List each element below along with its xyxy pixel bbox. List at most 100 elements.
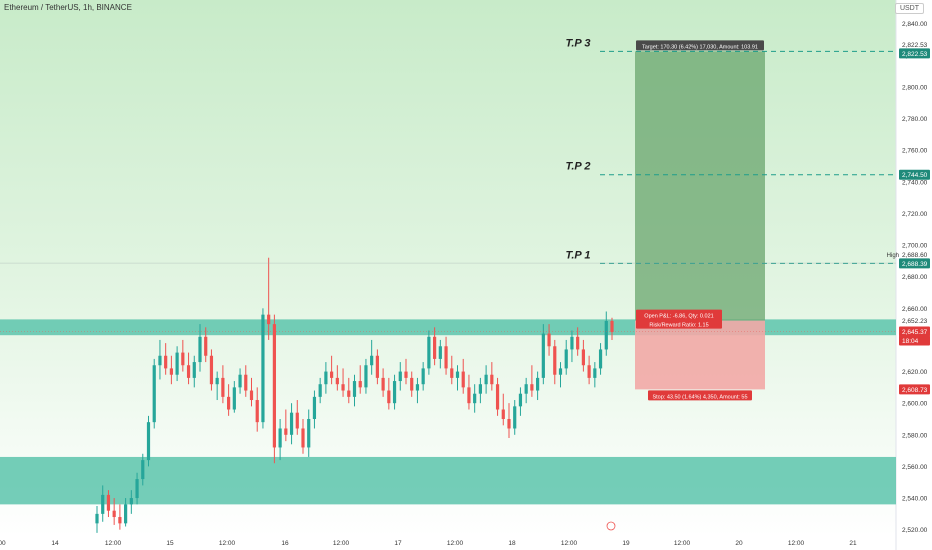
stop-label-group: Stop: 43.50 (1.64%) 4,350, Amount: 55 — [648, 390, 752, 401]
candle-body — [370, 355, 374, 366]
candle-body — [141, 460, 145, 480]
price-tag-bg — [899, 169, 930, 180]
price-tag-label: 2,645.37 — [902, 329, 928, 336]
x-tick-label: 12:00 — [561, 540, 578, 547]
price-tag-group: 2,688.39 — [899, 258, 930, 269]
candle-body — [518, 393, 523, 407]
y-tick-label: 2,560.00 — [902, 464, 928, 471]
target-label-bg — [636, 40, 764, 51]
candle-body — [564, 349, 568, 369]
candle-body — [433, 336, 437, 359]
candle-body — [295, 412, 299, 429]
candle-body — [215, 377, 219, 385]
risk-reward-label: Risk/Reward Ratio: 1.15 — [649, 323, 708, 329]
candle-body — [484, 374, 488, 385]
support-zone — [0, 456, 896, 505]
price-tag-bg — [899, 384, 930, 395]
y-tick-label: 2,520.00 — [902, 527, 928, 534]
candle-body — [421, 368, 425, 385]
y-tick-label: 2,620.00 — [902, 369, 928, 376]
price-tag-label: 2,688.39 — [902, 261, 928, 268]
price-tag-label: 2,744.50 — [902, 172, 928, 179]
candle-body — [227, 396, 231, 410]
tp-label: T.P 3 — [565, 37, 590, 49]
y-tick-label: 2,680.00 — [902, 274, 928, 281]
candle-body — [106, 494, 111, 511]
candle-body — [410, 377, 414, 391]
candle-body — [352, 381, 357, 397]
price-tag-bg — [899, 48, 930, 59]
candle-body — [284, 428, 288, 435]
candle-body — [478, 384, 482, 394]
candle-body — [255, 400, 259, 423]
candle-body — [415, 384, 420, 391]
candle-body — [192, 362, 196, 378]
price-tag-bg — [899, 258, 930, 269]
candle-body — [232, 387, 236, 410]
candle-body — [495, 384, 500, 410]
candle-body — [261, 314, 265, 423]
y-tick-label: 2,700.00 — [902, 243, 928, 250]
x-tick-label: 12:00 — [105, 540, 122, 547]
high-value: 2,688.60 — [902, 252, 928, 259]
open-pnl-label-group: Open P&L: -6.86, Qty: 0.021 — [636, 309, 722, 320]
candle-body — [272, 324, 276, 448]
candle-body — [198, 336, 202, 363]
x-tick-label: 19 — [622, 540, 630, 547]
target-label: Target: 170.30 (6.42%) 17,030, Amount: 1… — [642, 44, 758, 50]
y-tick-label: 2,740.00 — [902, 179, 928, 186]
x-tick-label: 17 — [394, 540, 402, 547]
candle-body — [312, 396, 317, 419]
candle-body — [204, 336, 208, 356]
candle-body — [118, 517, 122, 524]
symbol-header: Ethereum / TetherUS, 1h, BINANCE — [4, 3, 132, 12]
candle-body — [289, 412, 294, 435]
price-tag-label: 2,822.53 — [902, 42, 928, 49]
price-tag-bg — [899, 315, 930, 326]
price-tag-label: 2,822.53 — [902, 51, 928, 58]
y-tick-label: 2,840.00 — [902, 21, 928, 28]
price-tag-label: 2,652.23 — [902, 318, 928, 325]
candle-body — [501, 409, 505, 419]
candle-body — [221, 377, 225, 397]
x-tick-label: 14 — [51, 540, 59, 547]
candle-body — [101, 494, 105, 514]
candle-body — [587, 365, 591, 378]
candle-body — [358, 381, 362, 388]
y-tick-label: 2,540.00 — [902, 496, 928, 503]
price-tag-bg — [899, 326, 930, 337]
x-tick-label: 12:00 — [788, 540, 805, 547]
candle-body — [490, 374, 494, 385]
candle-body — [347, 390, 351, 397]
x-tick-label: 12:00 — [333, 540, 350, 547]
candle-body — [404, 371, 408, 378]
candle-body — [169, 368, 173, 375]
axis-background — [896, 0, 932, 550]
y-tick-label: 2,600.00 — [902, 401, 928, 408]
price-tag-group: 2,822.53 — [899, 48, 930, 59]
candle-body — [558, 368, 563, 375]
candle-body — [455, 371, 460, 378]
candle-body — [129, 498, 133, 505]
candle-body — [450, 368, 454, 378]
x-tick-label: 12:00 — [674, 540, 691, 547]
candle-body — [318, 384, 322, 397]
candle-body — [146, 422, 151, 461]
candle-body — [95, 513, 99, 524]
candle-body — [330, 371, 334, 378]
tp-label: T.P 1 — [565, 249, 590, 261]
currency-button[interactable]: USDT — [894, 3, 924, 14]
candle-body — [249, 390, 254, 401]
candle-body — [164, 355, 168, 369]
price-tag-bg — [899, 335, 930, 346]
candle-body — [444, 346, 448, 369]
candle-body — [307, 418, 311, 448]
candle-body — [387, 390, 391, 404]
candle-body — [581, 349, 585, 366]
event-marker-icon — [606, 521, 616, 531]
candle-body — [209, 355, 214, 385]
candle-body — [610, 320, 614, 333]
x-tick-label: 20 — [735, 540, 743, 547]
risk-reward-label-bg — [636, 318, 722, 329]
